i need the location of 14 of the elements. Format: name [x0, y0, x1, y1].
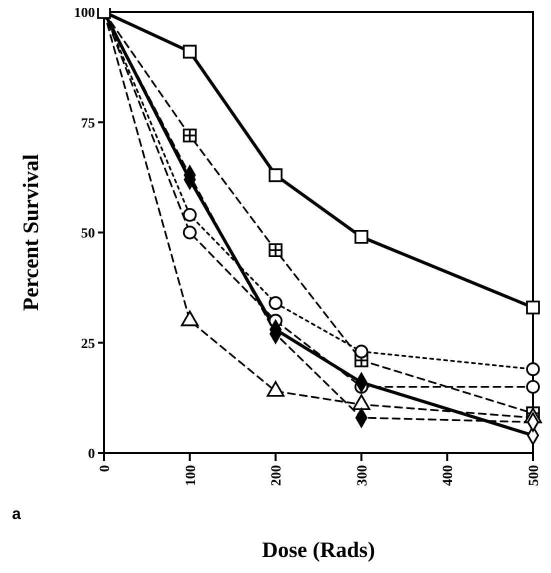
- y-axis-title: Percent Survival: [18, 154, 43, 311]
- x-tick-label: 500: [527, 465, 542, 486]
- x-tick-label: 300: [355, 465, 370, 486]
- x-tick-label: 200: [270, 465, 285, 486]
- y-tick-label: 0: [88, 447, 95, 462]
- x-tick-label: 100: [184, 465, 199, 486]
- y-tick-label: 50: [81, 226, 95, 242]
- y-tick-label: 25: [81, 336, 95, 352]
- y-tick-label: 75: [81, 116, 95, 132]
- x-axis-title: Dose (Rads): [262, 537, 376, 562]
- text: a: [12, 506, 21, 523]
- x-tick-label: 0: [98, 465, 113, 472]
- y-tick-label: 100: [74, 6, 95, 21]
- x-tick-label: 400: [441, 465, 456, 486]
